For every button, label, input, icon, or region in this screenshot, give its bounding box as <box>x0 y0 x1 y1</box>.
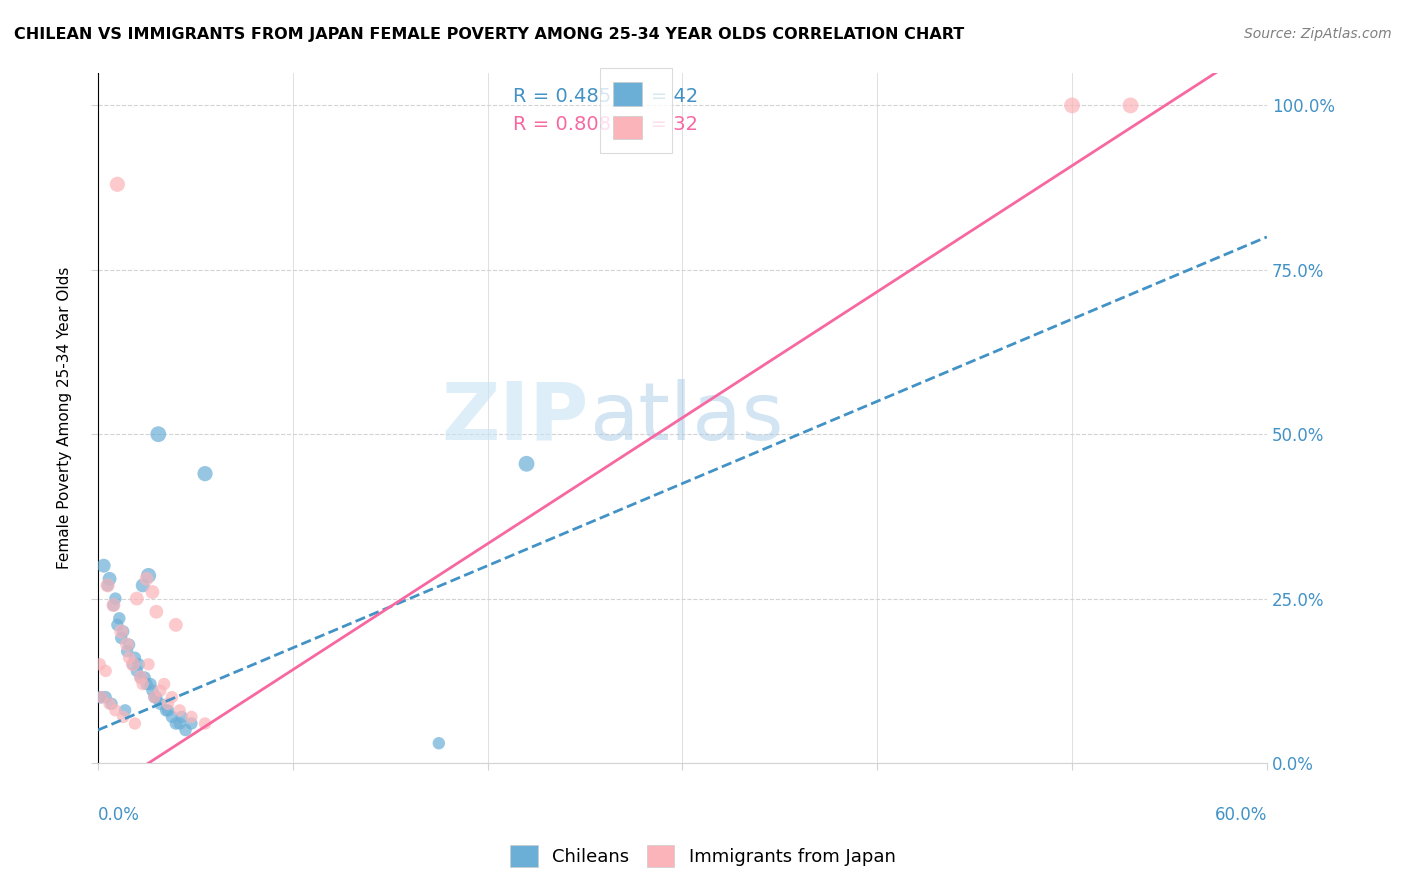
Text: CHILEAN VS IMMIGRANTS FROM JAPAN FEMALE POVERTY AMONG 25-34 YEAR OLDS CORRELATIO: CHILEAN VS IMMIGRANTS FROM JAPAN FEMALE … <box>14 27 965 42</box>
Point <box>169 716 191 731</box>
Point <box>194 716 217 731</box>
Point <box>104 703 127 717</box>
Point <box>134 671 156 685</box>
Point <box>100 697 122 711</box>
Point <box>1119 98 1142 112</box>
Point <box>129 671 152 685</box>
Point <box>128 657 150 672</box>
Point <box>131 677 153 691</box>
Point <box>89 657 111 672</box>
Point <box>141 683 163 698</box>
Point <box>149 697 172 711</box>
Point <box>93 558 115 573</box>
Point <box>110 631 132 645</box>
Text: 60.0%: 60.0% <box>1215 805 1267 823</box>
Point <box>135 677 157 691</box>
Point <box>115 638 138 652</box>
Point <box>141 585 163 599</box>
Point <box>97 578 120 592</box>
Point <box>148 427 170 442</box>
Point <box>122 657 145 672</box>
Text: 0.0%: 0.0% <box>98 805 139 823</box>
Point <box>156 697 179 711</box>
Point <box>90 690 112 705</box>
Point <box>194 467 217 481</box>
Point <box>112 710 135 724</box>
Point <box>145 690 167 705</box>
Point <box>138 657 160 672</box>
Point <box>165 618 187 632</box>
Point <box>94 664 117 678</box>
Point <box>131 578 153 592</box>
Legend: Chileans, Immigrants from Japan: Chileans, Immigrants from Japan <box>503 838 903 874</box>
Point <box>114 703 136 717</box>
Point <box>112 624 135 639</box>
Point <box>108 611 131 625</box>
Text: atlas: atlas <box>589 379 783 457</box>
Point <box>160 710 183 724</box>
Point <box>153 677 176 691</box>
Point <box>156 703 179 717</box>
Point <box>103 598 125 612</box>
Point <box>105 178 128 192</box>
Point <box>145 605 167 619</box>
Point <box>169 703 191 717</box>
Legend: , : , <box>599 69 672 153</box>
Point <box>143 690 166 705</box>
Point <box>110 624 132 639</box>
Point <box>1060 98 1083 112</box>
Point <box>165 716 187 731</box>
Point <box>98 697 121 711</box>
Point <box>143 690 166 705</box>
Point <box>94 690 117 705</box>
Point <box>103 598 125 612</box>
Point <box>122 657 145 672</box>
Point <box>138 568 160 582</box>
Text: R = 0.808   N = 32: R = 0.808 N = 32 <box>513 115 697 134</box>
Point <box>97 578 120 592</box>
Point <box>155 703 177 717</box>
Point <box>174 723 197 737</box>
Y-axis label: Female Poverty Among 25-34 Year Olds: Female Poverty Among 25-34 Year Olds <box>58 267 72 569</box>
Point <box>98 572 121 586</box>
Text: Source: ZipAtlas.com: Source: ZipAtlas.com <box>1244 27 1392 41</box>
Point <box>89 690 111 705</box>
Point <box>124 650 146 665</box>
Point <box>180 716 202 731</box>
Point <box>139 677 162 691</box>
Point <box>149 683 172 698</box>
Point <box>90 690 112 705</box>
Point <box>118 650 141 665</box>
Point <box>170 710 193 724</box>
Point <box>135 572 157 586</box>
Point <box>125 664 148 678</box>
Point <box>118 638 141 652</box>
Text: ZIP: ZIP <box>441 379 589 457</box>
Point <box>515 457 537 471</box>
Text: R = 0.485   N = 42: R = 0.485 N = 42 <box>513 87 699 106</box>
Point <box>160 690 183 705</box>
Point <box>104 591 127 606</box>
Point <box>427 736 450 750</box>
Point <box>180 710 202 724</box>
Point <box>125 591 148 606</box>
Point <box>115 644 138 658</box>
Point <box>129 671 152 685</box>
Point <box>124 716 146 731</box>
Point <box>105 618 128 632</box>
